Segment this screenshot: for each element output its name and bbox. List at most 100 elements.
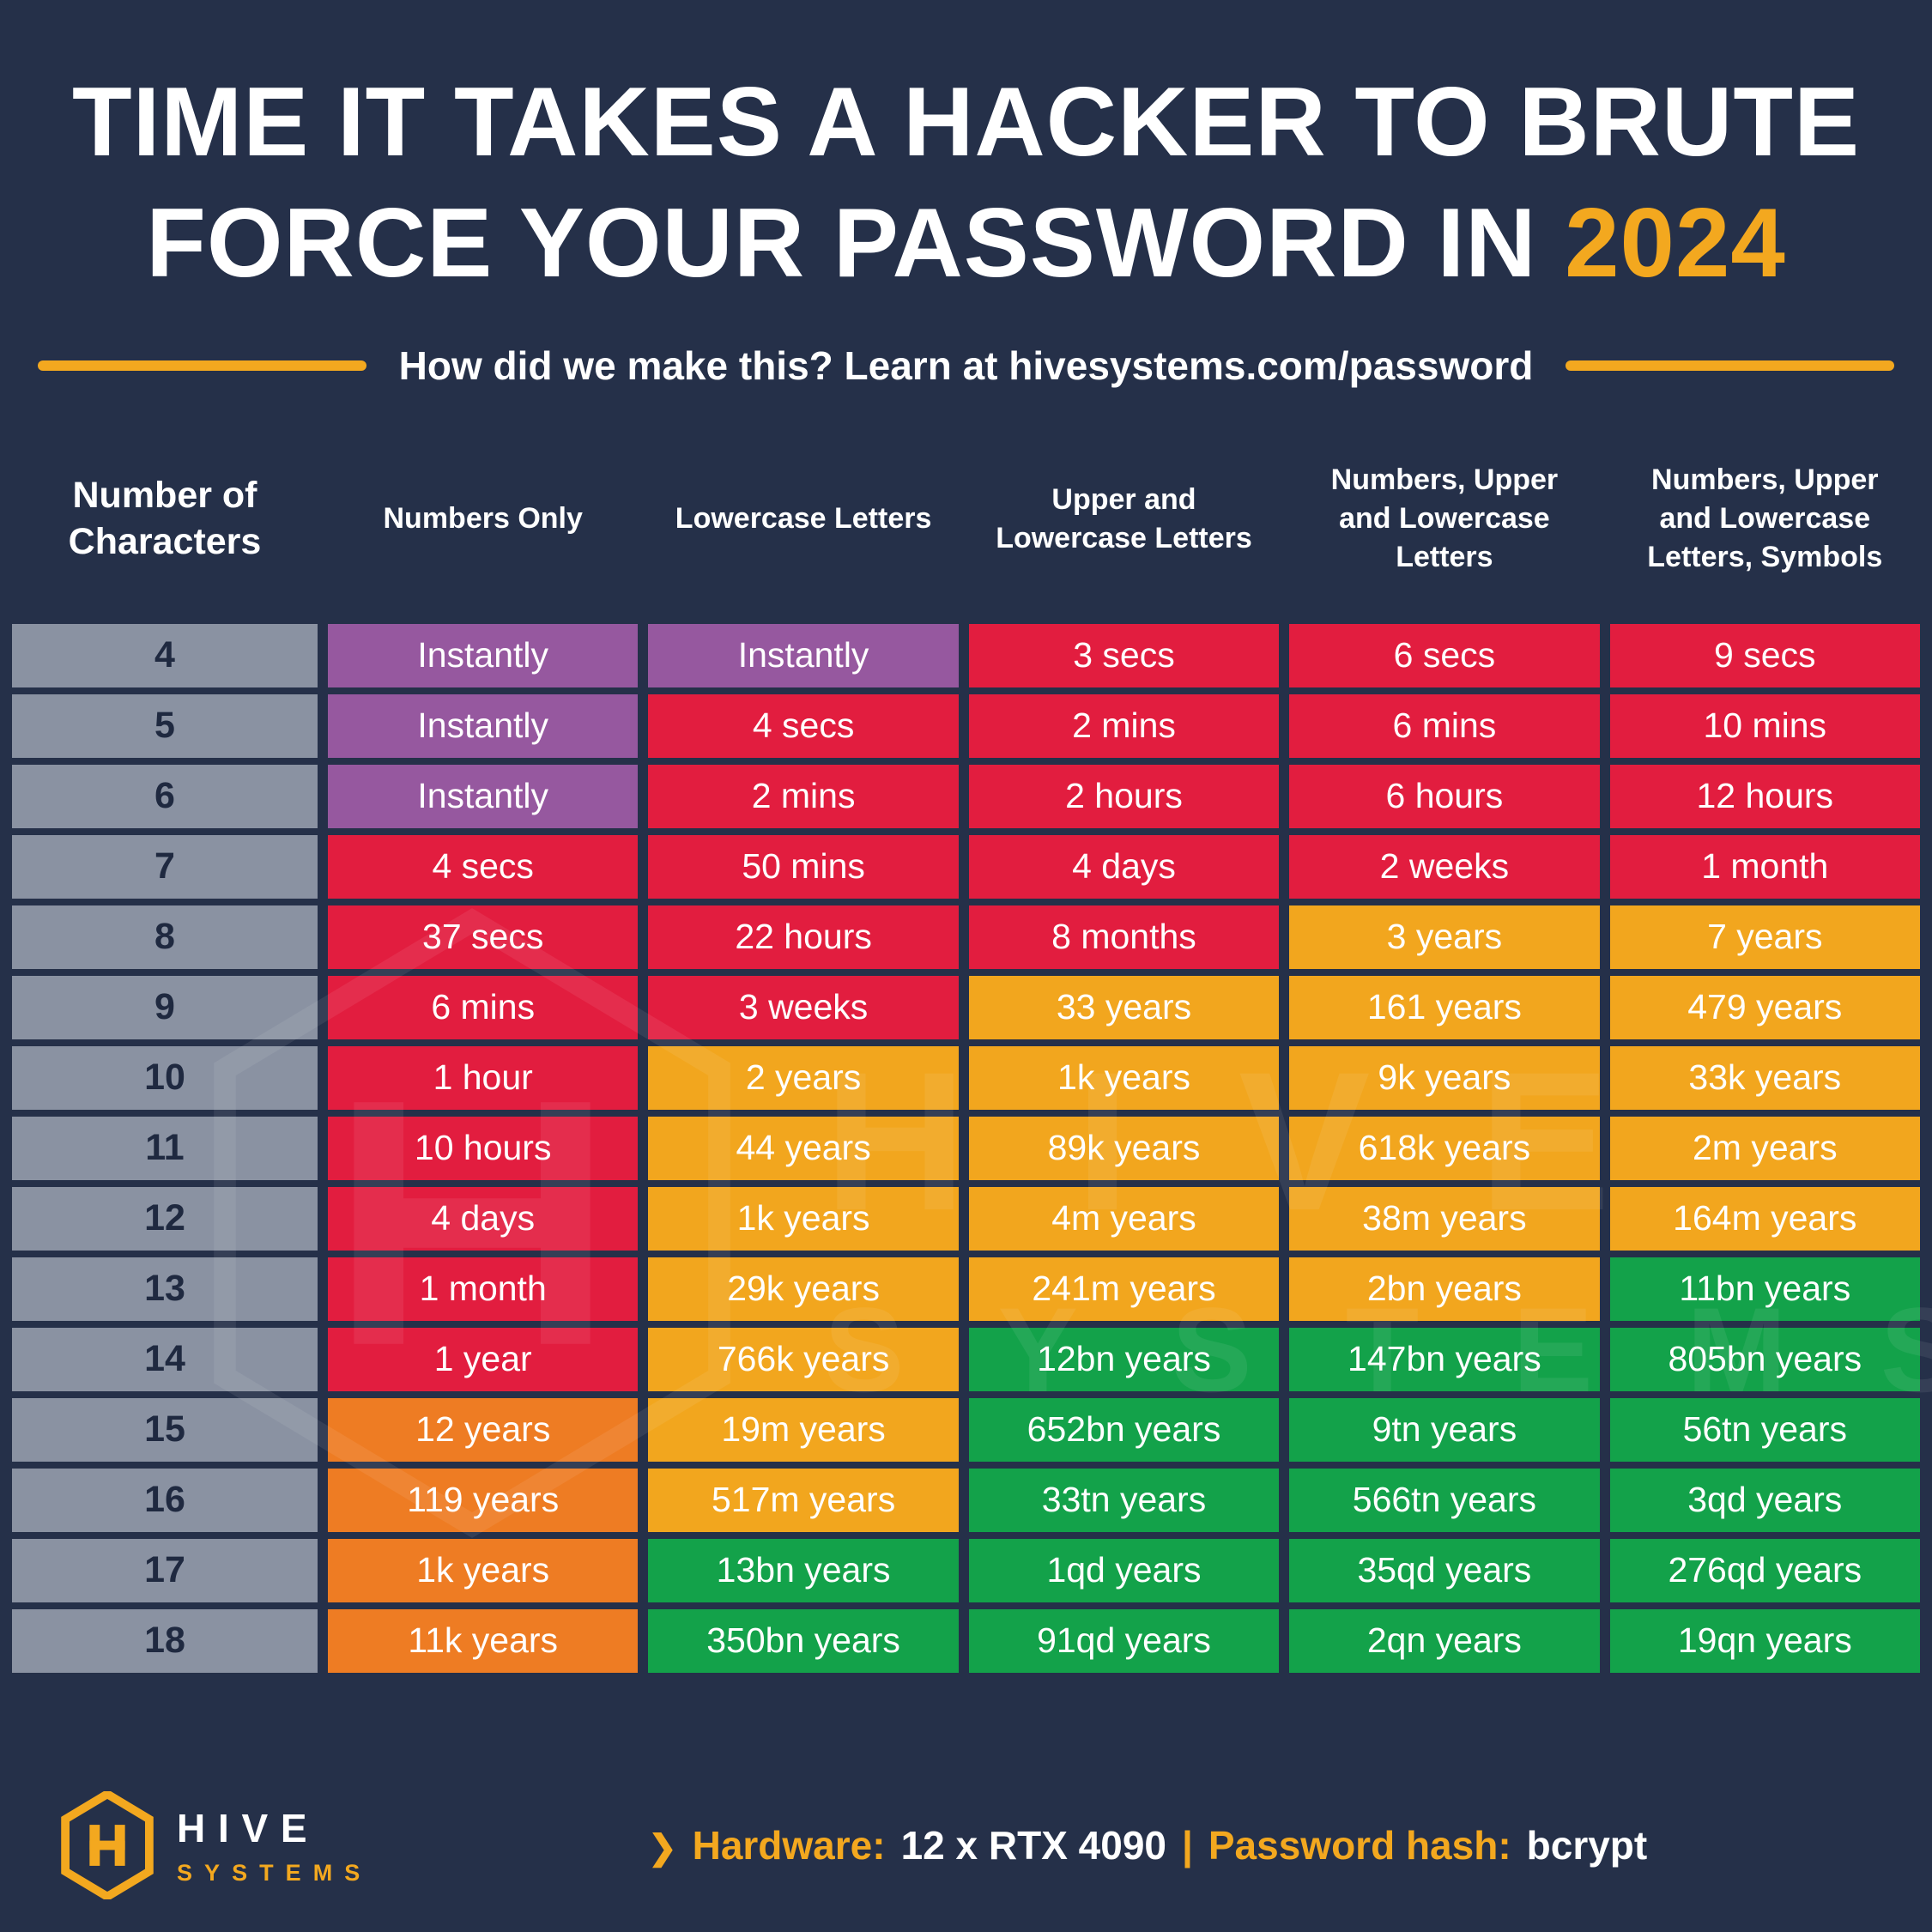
- time-cell: Instantly: [328, 693, 639, 758]
- time-cell: 241m years: [968, 1257, 1280, 1321]
- time-cell: 652bn years: [968, 1397, 1280, 1462]
- time-cell: Instantly: [648, 623, 959, 687]
- time-cell: 89k years: [968, 1116, 1280, 1180]
- time-cell: 56tn years: [1609, 1397, 1920, 1462]
- hash-label: Password hash:: [1208, 1823, 1511, 1868]
- time-cell: 8 months: [968, 905, 1280, 969]
- hardware-value: 12 x RTX 4090: [900, 1823, 1166, 1868]
- time-cell: 2 weeks: [1289, 834, 1600, 899]
- hardware-label: Hardware:: [692, 1823, 886, 1868]
- char-count-cell: 6: [12, 764, 318, 828]
- time-cell: 11k years: [328, 1608, 639, 1673]
- time-cell: 618k years: [1289, 1116, 1600, 1180]
- hash-value: bcrypt: [1526, 1823, 1648, 1868]
- time-cell: 6 hours: [1289, 764, 1600, 828]
- time-cell: 1k years: [968, 1045, 1280, 1110]
- time-cell: 1k years: [648, 1186, 959, 1251]
- time-cell: 44 years: [648, 1116, 959, 1180]
- time-cell: 29k years: [648, 1257, 959, 1321]
- time-cell: 3 years: [1289, 905, 1600, 969]
- time-cell: 2 mins: [648, 764, 959, 828]
- hive-systems-logo: HIVE SYSTEMS: [60, 1791, 372, 1899]
- table-row: 18 11k years 350bn years 91qd years 2qn year…: [12, 1608, 1920, 1673]
- time-cell: 161 years: [1289, 975, 1600, 1039]
- time-cell: 33 years: [968, 975, 1280, 1039]
- table-row: 14 1 year 766k years 12bn years 147bn years 8…: [12, 1327, 1920, 1391]
- time-cell: 6 mins: [328, 975, 639, 1039]
- subtitle-rule-left: [38, 360, 366, 371]
- header: TIME IT TAKES A HACKER TO BRUTE FORCE YOU…: [0, 0, 1932, 389]
- table-row: 13 1 month 29k years 241m years 2bn years 11b…: [12, 1257, 1920, 1321]
- time-cell: 2 hours: [968, 764, 1280, 828]
- time-cell: 33k years: [1609, 1045, 1920, 1110]
- time-cell: 3qd years: [1609, 1468, 1920, 1532]
- char-count-cell: 13: [12, 1257, 318, 1321]
- page-title: TIME IT TAKES A HACKER TO BRUTE FORCE YOU…: [0, 62, 1932, 305]
- time-cell: 38m years: [1289, 1186, 1600, 1251]
- time-cell: 12 hours: [1609, 764, 1920, 828]
- time-cell: 766k years: [648, 1327, 959, 1391]
- title-line-1: TIME IT TAKES A HACKER TO BRUTE: [72, 68, 1860, 177]
- char-count-cell: 4: [12, 623, 318, 687]
- char-count-cell: 15: [12, 1397, 318, 1462]
- time-cell: 276qd years: [1609, 1538, 1920, 1602]
- time-cell: 50 mins: [648, 834, 959, 899]
- column-header-upper-lower: Upper and Lowercase Letters: [996, 482, 1252, 554]
- time-cell: 4 secs: [328, 834, 639, 899]
- time-cell: 1qd years: [968, 1538, 1280, 1602]
- time-cell: 2 mins: [968, 693, 1280, 758]
- table-row: 8 37 secs 22 hours 8 months 3 years 7 years: [12, 905, 1920, 969]
- time-cell: 164m years: [1609, 1186, 1920, 1251]
- char-count-cell: 16: [12, 1468, 318, 1532]
- time-cell: 13bn years: [648, 1538, 959, 1602]
- time-cell: 517m years: [648, 1468, 959, 1532]
- table-row: 6 Instantly 2 mins 2 hours 6 hours 12 hours: [12, 764, 1920, 828]
- time-cell: 1 year: [328, 1327, 639, 1391]
- column-header-numbers-upper-lower: Numbers, Upper and Lowercase Letters: [1330, 463, 1559, 574]
- password-table: Number of Characters Numbers Only Lowerc…: [12, 435, 1920, 1673]
- specs-divider: |: [1181, 1823, 1193, 1868]
- hardware-specs: ❯ Hardware: 12 x RTX 4090 | Password has…: [372, 1822, 1872, 1868]
- table-row: 17 1k years 13bn years 1qd years 35qd years 2…: [12, 1538, 1920, 1602]
- time-cell: 1 month: [328, 1257, 639, 1321]
- password-table-body: 4 Instantly Instantly 3 secs 6 secs 9 secs 5 In…: [12, 623, 1920, 1673]
- char-count-cell: 10: [12, 1045, 318, 1110]
- table-row: 10 1 hour 2 years 1k years 9k years 33k years: [12, 1045, 1920, 1110]
- footer: HIVE SYSTEMS ❯ Hardware: 12 x RTX 4090 |…: [60, 1791, 1872, 1899]
- time-cell: 91qd years: [968, 1608, 1280, 1673]
- time-cell: 4m years: [968, 1186, 1280, 1251]
- table-row: 4 Instantly Instantly 3 secs 6 secs 9 secs: [12, 623, 1920, 687]
- time-cell: 37 secs: [328, 905, 639, 969]
- time-cell: 2m years: [1609, 1116, 1920, 1180]
- char-count-cell: 18: [12, 1608, 318, 1673]
- table-row: 5 Instantly 4 secs 2 mins 6 mins 10 mins: [12, 693, 1920, 758]
- time-cell: 3 secs: [968, 623, 1280, 687]
- column-header-characters: Number of Characters: [68, 474, 262, 562]
- password-table-header: Number of Characters Numbers Only Lowerc…: [12, 435, 1920, 603]
- char-count-cell: 14: [12, 1327, 318, 1391]
- title-year: 2024: [1565, 189, 1786, 299]
- time-cell: Instantly: [328, 764, 639, 828]
- time-cell: 3 weeks: [648, 975, 959, 1039]
- time-cell: 1 month: [1609, 834, 1920, 899]
- brand-subname: SYSTEMS: [177, 1859, 372, 1886]
- time-cell: Instantly: [328, 623, 639, 687]
- time-cell: 11bn years: [1609, 1257, 1920, 1321]
- time-cell: 19qn years: [1609, 1608, 1920, 1673]
- time-cell: 4 days: [968, 834, 1280, 899]
- time-cell: 350bn years: [648, 1608, 959, 1673]
- time-cell: 10 hours: [328, 1116, 639, 1180]
- subtitle-text: How did we make this? Learn at hivesyste…: [398, 342, 1534, 388]
- time-cell: 147bn years: [1289, 1327, 1600, 1391]
- time-cell: 9k years: [1289, 1045, 1600, 1110]
- char-count-cell: 8: [12, 905, 318, 969]
- time-cell: 6 secs: [1289, 623, 1600, 687]
- time-cell: 2bn years: [1289, 1257, 1600, 1321]
- time-cell: 33tn years: [968, 1468, 1280, 1532]
- time-cell: 119 years: [328, 1468, 639, 1532]
- column-header-numbers-upper-lower-symbols: Numbers, Upper and Lowercase Letters, Sy…: [1647, 463, 1883, 574]
- brand-text: HIVE SYSTEMS: [177, 1805, 372, 1887]
